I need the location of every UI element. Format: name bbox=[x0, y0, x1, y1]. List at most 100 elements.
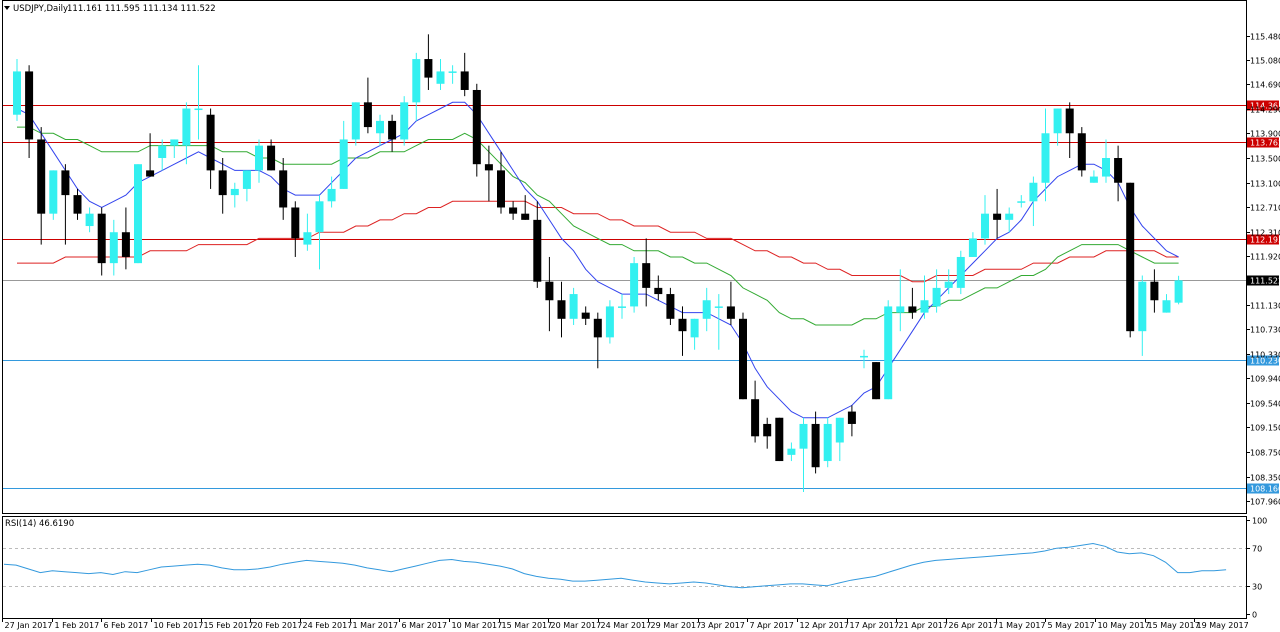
candle-body bbox=[956, 256, 965, 288]
date-tick-label: 15 Mar 2017 bbox=[502, 621, 553, 630]
candle-body bbox=[557, 300, 566, 319]
horizontal-levels bbox=[3, 105, 1246, 489]
rsi-line bbox=[3, 542, 1227, 589]
candle-body bbox=[847, 411, 856, 424]
symbol-title: USDJPY,Daily bbox=[13, 4, 68, 14]
candle-body bbox=[690, 318, 699, 338]
level-price-label: 113.762 bbox=[1250, 139, 1280, 148]
candle-body bbox=[1041, 133, 1050, 183]
candle-body bbox=[884, 306, 893, 400]
candle-body bbox=[303, 232, 312, 245]
date-tick-label: 27 Jan 2017 bbox=[5, 621, 53, 630]
candle-body bbox=[37, 139, 46, 214]
candle-body bbox=[182, 108, 191, 146]
candle-body bbox=[751, 399, 760, 437]
price-tick-label: 111.920 bbox=[1250, 253, 1280, 262]
candle-body bbox=[134, 164, 142, 264]
candle-body bbox=[1017, 201, 1026, 203]
price-tick-label: 111.130 bbox=[1250, 302, 1280, 311]
candle-body bbox=[1005, 213, 1014, 220]
ma-mid-line bbox=[17, 126, 1179, 326]
date-tick-label: 10 Mar 2017 bbox=[452, 621, 503, 630]
date-tick-label: 1 Feb 2017 bbox=[55, 621, 100, 630]
date-axis: 27 Jan 2017 1 Feb 2017 6 Feb 2017 10 Feb 20… bbox=[2, 618, 1249, 630]
candle-body bbox=[255, 145, 263, 171]
candle-body bbox=[1138, 281, 1147, 332]
candle-body bbox=[339, 139, 348, 189]
rsi-tick-label: 30 bbox=[1252, 583, 1262, 592]
candle-body bbox=[484, 164, 493, 171]
candle-body bbox=[726, 306, 735, 319]
candle-body bbox=[351, 102, 360, 140]
candle-body bbox=[533, 219, 542, 282]
candle-body bbox=[472, 89, 481, 165]
price-tick-label: 114.690 bbox=[1250, 81, 1280, 90]
candle-body bbox=[1174, 280, 1183, 303]
candle-body bbox=[981, 213, 989, 239]
price-frame bbox=[2, 0, 1247, 514]
candle-body bbox=[170, 139, 179, 146]
chart-header: USDJPY,Daily 111.161 111.595 111.134 111… bbox=[4, 4, 216, 14]
candle-body bbox=[206, 114, 215, 171]
candle-body bbox=[569, 294, 578, 319]
candle-body bbox=[630, 263, 639, 307]
date-tick-label: 10 May 2017 bbox=[1098, 621, 1150, 630]
price-tick-label: 108.350 bbox=[1250, 474, 1280, 483]
symbol-dropdown-icon[interactable] bbox=[4, 6, 10, 10]
candle-body bbox=[146, 170, 155, 177]
price-tick-label: 112.310 bbox=[1250, 229, 1280, 238]
level-price-tag bbox=[1247, 137, 1279, 148]
moving-averages bbox=[16, 101, 1179, 419]
date-tick-label: 20 Feb 2017 bbox=[253, 621, 303, 630]
price-tick-label: 109.940 bbox=[1250, 375, 1280, 384]
candle-body bbox=[291, 207, 300, 239]
level-price-tag bbox=[1247, 234, 1279, 245]
candle-body bbox=[448, 71, 457, 73]
date-tick-label: 5 May 2017 bbox=[1048, 621, 1095, 630]
candle-body bbox=[739, 318, 747, 400]
candle-body bbox=[1053, 108, 1062, 134]
date-tick-label: 6 Mar 2017 bbox=[402, 621, 448, 630]
candle-body bbox=[194, 108, 203, 111]
date-tick-label: 21 Apr 2017 bbox=[899, 621, 948, 630]
candle-body bbox=[581, 312, 590, 319]
rsi-tick-label: 0 bbox=[1252, 611, 1257, 620]
candle-body bbox=[1089, 176, 1098, 183]
date-tick-label: 17 Apr 2017 bbox=[850, 621, 899, 630]
candle-body bbox=[702, 300, 711, 319]
price-tick-label: 112.710 bbox=[1250, 204, 1280, 213]
candle-body bbox=[678, 318, 687, 332]
price-tick-label: 110.730 bbox=[1250, 326, 1280, 335]
price-tick-label: 109.540 bbox=[1250, 400, 1280, 409]
price-panel bbox=[2, 0, 1247, 514]
ma-fast-line bbox=[16, 101, 1179, 419]
candle-body bbox=[460, 71, 469, 90]
candle-body bbox=[605, 306, 614, 338]
level-price-label: 112.193 bbox=[1250, 236, 1280, 245]
candle-body bbox=[993, 213, 1002, 220]
candle-body bbox=[1126, 182, 1135, 332]
date-tick-label: 12 Apr 2017 bbox=[800, 621, 849, 630]
candle-body bbox=[654, 287, 663, 295]
ohlc-readout: 111.161 111.595 111.134 111.522 bbox=[67, 4, 216, 14]
candle-body bbox=[872, 362, 881, 400]
price-tick-label: 115.080 bbox=[1250, 57, 1280, 66]
candle-body bbox=[49, 170, 58, 214]
candle-body bbox=[25, 71, 34, 140]
price-tick-label: 113.500 bbox=[1250, 155, 1280, 164]
candle-body bbox=[896, 306, 905, 313]
candle-body bbox=[1162, 300, 1171, 313]
date-tick-label: 3 Apr 2017 bbox=[701, 621, 745, 630]
level-price-label: 111.522 bbox=[1250, 277, 1280, 286]
candle-body bbox=[860, 355, 868, 358]
date-tick-label: 24 Mar 2017 bbox=[601, 621, 652, 630]
price-tick-label: 109.150 bbox=[1250, 424, 1280, 433]
candle-body bbox=[775, 417, 784, 462]
candle-body bbox=[315, 201, 324, 233]
date-tick-label: 26 Apr 2017 bbox=[949, 621, 998, 630]
candle-body bbox=[327, 188, 336, 202]
ma-slow-line bbox=[17, 200, 1179, 283]
candle-body bbox=[823, 423, 832, 462]
price-axis: 114.361 113.762 112.193 111.522 110.230 108.1… bbox=[1246, 33, 1280, 507]
